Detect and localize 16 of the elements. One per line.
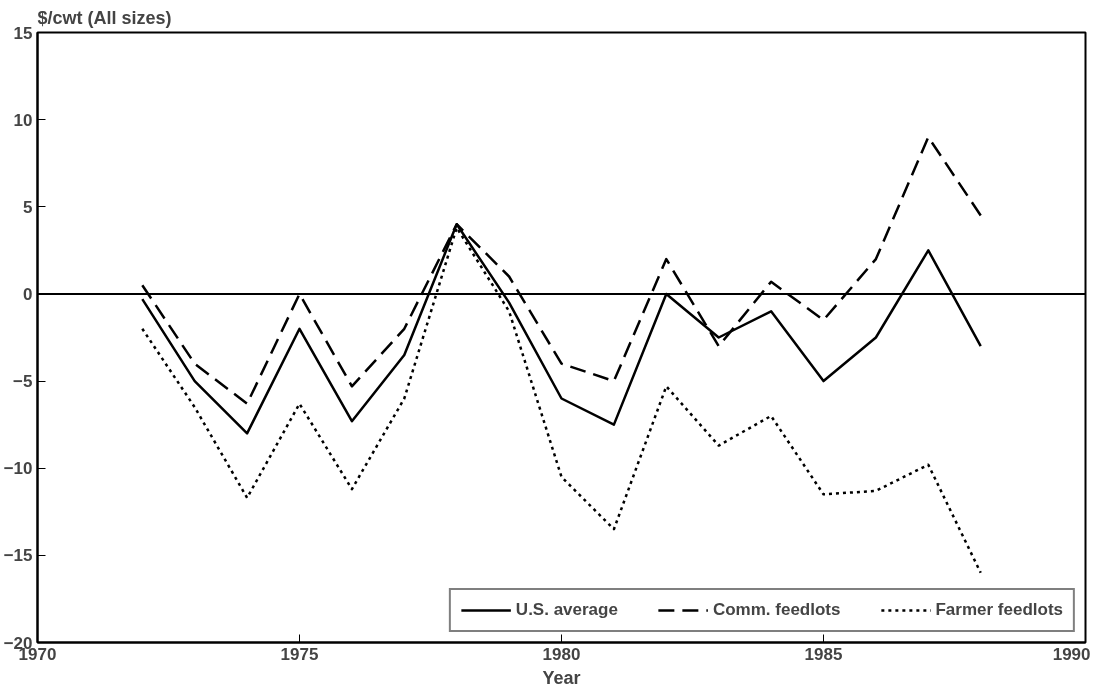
x-tick-label: 1990 <box>1052 644 1091 664</box>
legend-label: Farmer feedlots <box>935 600 1063 620</box>
y-tick-label: 5 <box>23 197 33 217</box>
y-tick-label: 15 <box>13 23 33 43</box>
x-axis-title: Year <box>542 667 581 688</box>
y-tick-label: 10 <box>13 110 33 130</box>
y-tick-label: −5 <box>13 372 33 392</box>
y-tick-label: −10 <box>3 459 33 479</box>
legend-label: Comm. feedlots <box>712 600 841 620</box>
x-tick-label: 1975 <box>280 644 319 664</box>
y-axis-title: $/cwt (All sizes) <box>37 7 172 28</box>
x-tick-label: 1985 <box>804 644 843 664</box>
y-tick-label: 0 <box>23 284 33 304</box>
y-tick-label: −15 <box>3 546 33 566</box>
x-tick-label: 1980 <box>542 644 581 664</box>
legend-label: U.S. average <box>515 600 618 620</box>
